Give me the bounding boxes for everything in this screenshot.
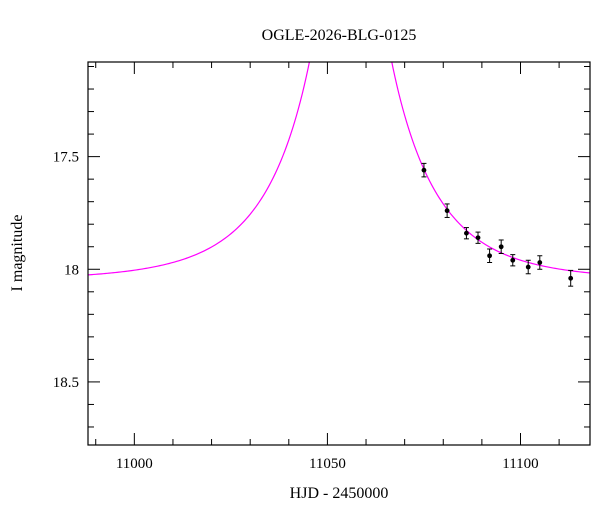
y-tick-label: 18.5 xyxy=(53,375,79,391)
data-points xyxy=(421,162,574,287)
y-tick-label: 18 xyxy=(64,262,79,278)
x-tick-labels: 11000 11050 11100 xyxy=(116,456,539,472)
x-tick-label: 11050 xyxy=(309,456,346,472)
y-axis-label: I magnitude xyxy=(9,215,26,292)
x-axis-label: HJD - 2450000 xyxy=(290,485,389,502)
data-point xyxy=(464,230,469,236)
y-tick-labels: 17.5 18 18.5 xyxy=(53,150,79,391)
data-point xyxy=(475,235,481,241)
data-point xyxy=(537,260,543,265)
data-point xyxy=(525,264,531,270)
chart-title: OGLE-2026-BLG-0125 xyxy=(262,27,417,44)
axis-ticks xyxy=(88,62,590,445)
plot-frame xyxy=(87,61,591,446)
x-tick-label: 11000 xyxy=(116,456,153,472)
data-point xyxy=(487,253,492,259)
data-point xyxy=(568,275,574,281)
x-tick-label: 11100 xyxy=(502,456,538,472)
model-curve xyxy=(88,62,590,276)
data-point xyxy=(498,244,504,250)
data-point xyxy=(421,167,427,173)
data-point xyxy=(510,257,516,263)
data-point xyxy=(444,208,450,214)
y-tick-label: 17.5 xyxy=(53,150,79,166)
